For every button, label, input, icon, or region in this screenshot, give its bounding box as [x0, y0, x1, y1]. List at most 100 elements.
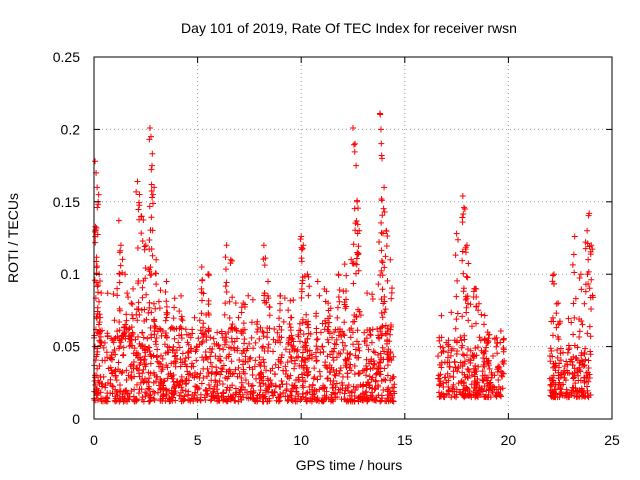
data-point	[138, 386, 145, 393]
data-point	[265, 341, 272, 348]
data-point	[382, 253, 389, 260]
data-point	[325, 307, 332, 314]
data-point	[384, 232, 391, 239]
data-point	[475, 363, 482, 370]
data-point	[282, 363, 289, 370]
data-point	[94, 231, 101, 238]
data-point	[112, 373, 119, 380]
data-point	[205, 325, 212, 332]
data-point	[238, 374, 245, 381]
data-point	[303, 390, 310, 397]
y-axis-label: ROTI / TECUs	[5, 193, 21, 283]
data-point	[97, 389, 104, 396]
data-point	[95, 191, 102, 198]
data-point	[495, 377, 502, 384]
data-point	[582, 239, 589, 246]
data-point	[285, 307, 292, 314]
data-point	[223, 334, 230, 341]
data-point	[376, 359, 383, 366]
data-point	[290, 338, 297, 345]
data-point	[163, 303, 170, 310]
data-point	[333, 354, 340, 361]
data-point	[363, 366, 370, 373]
data-point	[557, 386, 564, 393]
data-point	[341, 390, 348, 397]
data-point	[363, 335, 370, 342]
data-point	[381, 298, 388, 305]
data-point	[491, 384, 498, 391]
data-point	[375, 392, 382, 399]
data-point	[254, 329, 261, 336]
data-point	[125, 372, 132, 379]
data-point	[463, 352, 470, 359]
data-point	[146, 348, 153, 355]
data-point	[452, 364, 459, 371]
data-point	[107, 380, 114, 387]
data-point	[443, 379, 450, 386]
data-point	[136, 191, 143, 198]
data-point	[550, 280, 557, 287]
data-point	[279, 381, 286, 388]
data-point	[238, 350, 245, 357]
data-point	[178, 384, 185, 391]
data-point	[388, 289, 395, 296]
data-point	[178, 313, 185, 320]
data-point	[270, 392, 277, 399]
data-point	[266, 304, 273, 311]
data-point	[584, 227, 591, 234]
data-point	[207, 397, 214, 404]
x-axis-label: GPS time / hours	[296, 457, 403, 473]
data-point	[240, 300, 247, 307]
data-point	[304, 372, 311, 379]
data-point	[445, 349, 452, 356]
data-point	[486, 365, 493, 372]
data-point	[265, 278, 272, 285]
data-point	[485, 360, 492, 367]
data-point	[547, 345, 554, 352]
data-point	[342, 305, 349, 312]
data-point	[582, 345, 589, 352]
data-point	[167, 396, 174, 403]
data-point	[286, 320, 293, 327]
data-point	[240, 347, 247, 354]
data-point	[151, 184, 158, 191]
data-point	[157, 326, 164, 333]
data-point	[350, 124, 356, 131]
data-point	[372, 378, 379, 385]
data-point	[369, 365, 376, 372]
data-point	[463, 309, 470, 316]
data-point	[140, 379, 147, 386]
data-point	[372, 349, 379, 356]
data-point	[283, 387, 290, 394]
data-point	[256, 379, 263, 386]
data-point	[354, 198, 361, 205]
data-point	[578, 352, 585, 359]
data-point	[326, 319, 333, 326]
data-point	[274, 337, 281, 344]
data-point	[376, 238, 383, 245]
data-point	[269, 365, 276, 372]
data-point	[244, 345, 251, 352]
x-tick-label: 5	[194, 432, 202, 448]
data-point	[162, 317, 169, 324]
data-point	[485, 331, 492, 338]
data-point	[571, 392, 578, 399]
data-point	[136, 373, 143, 380]
data-point	[493, 393, 500, 400]
data-point	[460, 380, 467, 387]
data-point	[213, 364, 220, 371]
data-point	[104, 290, 111, 297]
data-point	[192, 348, 199, 355]
data-point	[162, 289, 169, 296]
data-point	[207, 353, 214, 360]
data-point	[296, 320, 303, 327]
data-point	[586, 371, 593, 378]
data-point	[457, 334, 464, 341]
data-point	[177, 392, 184, 399]
data-point	[330, 357, 337, 364]
data-point	[459, 219, 466, 226]
data-point	[161, 341, 168, 348]
data-point	[242, 376, 249, 383]
data-point	[131, 386, 138, 393]
data-point	[377, 328, 384, 335]
